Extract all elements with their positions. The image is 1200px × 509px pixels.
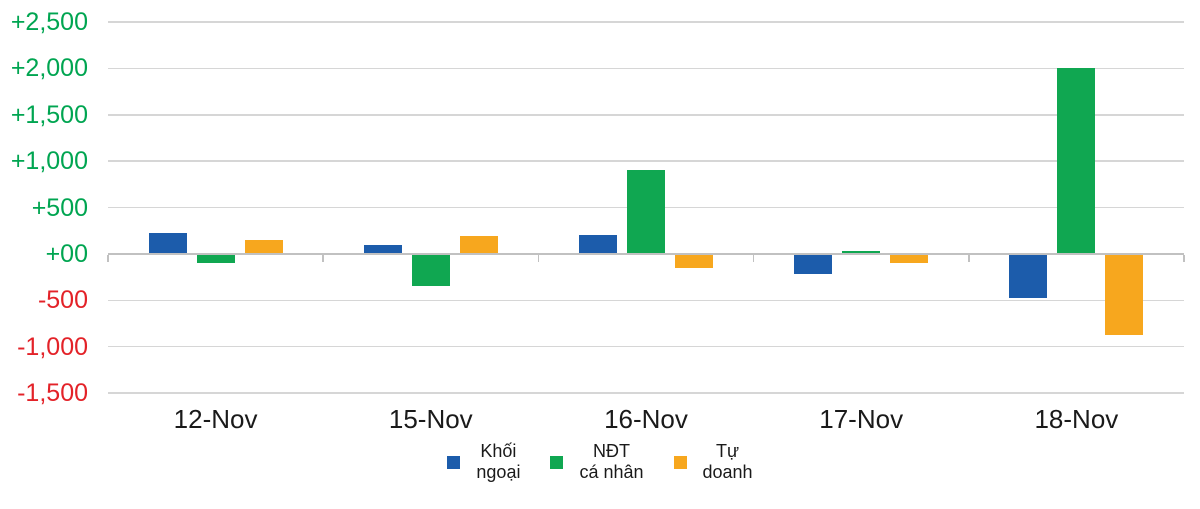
legend-label-line2: ngoại (476, 462, 521, 482)
y-tick-label: +2,500 (10, 8, 88, 36)
y-tick-label: +1,500 (10, 100, 88, 129)
x-tick-label: 17-Nov (819, 404, 904, 434)
bar-18-Nov-s2 (1105, 253, 1144, 336)
legend-label-line1: NĐT (592, 441, 630, 461)
axis-tick (1183, 254, 1185, 262)
legend-label-line1: Tự (716, 441, 740, 461)
bar-16-Nov-s0 (579, 235, 617, 254)
y-tick-label: +00 (45, 239, 88, 268)
legend-item-3: Tự doanh (673, 441, 753, 483)
axis-tick (752, 254, 755, 262)
legend-label: NĐT cá nhân (579, 441, 643, 483)
legend-item-2: NĐT cá nhân (550, 441, 644, 483)
gridline (108, 67, 1184, 70)
bar-17-Nov-s2 (890, 253, 929, 264)
y-tick-label: -500 (37, 286, 88, 315)
x-tick-label: 12-Nov (173, 404, 258, 434)
x-tick-label: 16-Nov (604, 404, 688, 434)
y-tick-label: +1,000 (10, 147, 88, 176)
gridline (108, 392, 1184, 394)
bar-15-Nov-s0 (363, 244, 402, 254)
bar-18-Nov-s0 (1009, 253, 1048, 299)
gridline (108, 114, 1184, 116)
axis-tick (322, 254, 324, 262)
y-tick-label: +2,000 (10, 54, 88, 83)
legend-label-line2: doanh (702, 462, 753, 482)
axis-tick (107, 254, 109, 262)
gridline (108, 160, 1184, 162)
gridline (108, 299, 1184, 301)
legend-swatch (550, 455, 564, 469)
bar-12-Nov-s1 (196, 253, 235, 264)
bar-18-Nov-s1 (1057, 68, 1096, 254)
y-tick-label: -1,500 (17, 379, 88, 407)
axis-tick (968, 254, 970, 262)
axis-tick (537, 254, 540, 262)
bar-16-Nov-s1 (627, 170, 665, 254)
legend-swatch (673, 455, 687, 469)
bar-15-Nov-s1 (411, 253, 450, 287)
bar-15-Nov-s2 (459, 236, 498, 254)
legend: Khối ngoại NĐT cá nhân Tự doanh (0, 441, 1200, 483)
legend-label: Khối ngoại (476, 441, 520, 483)
x-tick-label: 18-Nov (1034, 404, 1119, 434)
bar-12-Nov-s2 (244, 239, 283, 254)
bar-12-Nov-s0 (148, 233, 187, 254)
legend-item-1: Khối ngoại (447, 441, 520, 483)
bar-17-Nov-s1 (842, 251, 881, 254)
legend-label-line2: cá nhân (579, 462, 644, 482)
gridline (108, 345, 1184, 348)
bar-16-Nov-s2 (675, 253, 713, 268)
bar-17-Nov-s0 (794, 253, 833, 275)
x-tick-label: 15-Nov (388, 404, 473, 434)
legend-label-line1: Khối (480, 441, 517, 461)
y-tick-label: +500 (31, 193, 88, 222)
legend-swatch (447, 455, 461, 469)
legend-label: Tự doanh (703, 441, 753, 483)
gridline (108, 21, 1184, 23)
zero-axis-line (108, 252, 1184, 255)
y-tick-label: -1,000 (17, 332, 88, 361)
